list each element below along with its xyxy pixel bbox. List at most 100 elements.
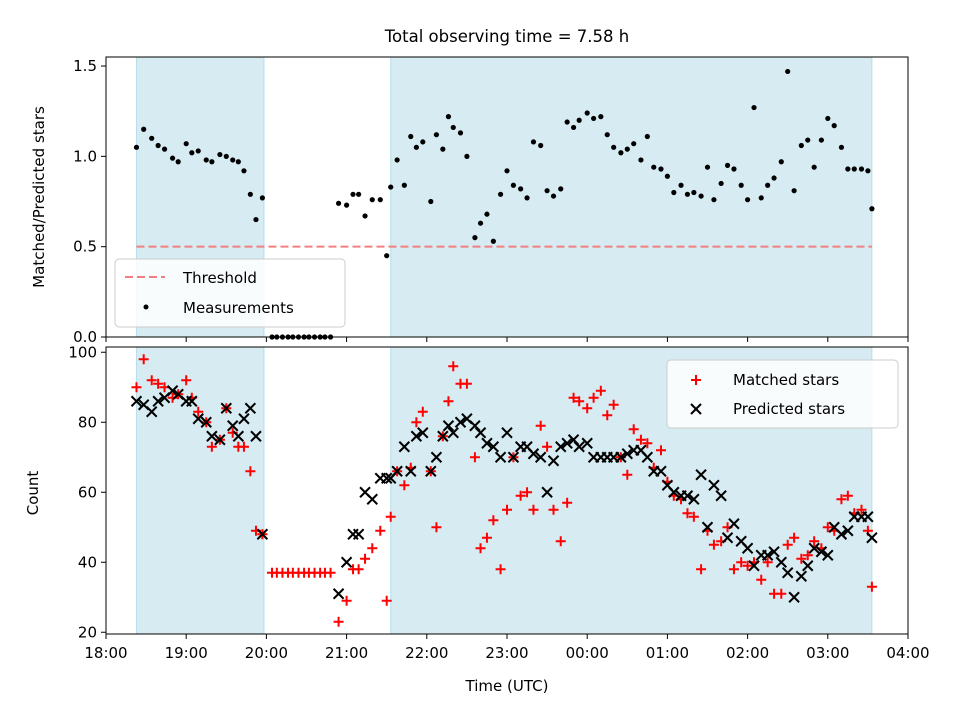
measurement-point (845, 166, 851, 172)
measurement-point (413, 144, 419, 150)
measurement-point (369, 197, 375, 203)
matched-star-point (602, 410, 613, 421)
measurement-point (811, 164, 817, 170)
matched-star-point (588, 392, 599, 403)
top-y-tick-label: 0.0 (73, 328, 97, 346)
measurement-point (771, 175, 777, 181)
measurement-point (604, 132, 610, 138)
x-tick-label: 18:00 (84, 644, 127, 662)
measurement-point (133, 144, 140, 150)
predicted-star-point (507, 451, 520, 463)
bottom-panel: 20 40 60 80 100 18:00 19:00 20:00 21:00 22:00 23:… (24, 343, 930, 695)
measurement-point (401, 182, 407, 188)
matched-star-point (628, 424, 639, 435)
predicted-star-point (561, 437, 573, 449)
matched-star-point (385, 511, 396, 522)
x-tick-label: 19:00 (165, 644, 208, 662)
predicted-star-point (130, 395, 143, 407)
measurement-point (611, 144, 617, 150)
matched-star-point (448, 361, 459, 372)
matched-star-point (582, 403, 593, 414)
measurement-point (161, 146, 168, 152)
measurement-point (356, 191, 362, 197)
measurement-point (344, 202, 350, 208)
matched-star-point (796, 553, 807, 564)
matched-star-point (595, 385, 606, 396)
measurement-point (858, 166, 865, 172)
matched-star-point (836, 494, 847, 505)
measurement-point (457, 130, 464, 136)
matched-star-point (708, 539, 719, 550)
legend-predicted-swatch (690, 403, 702, 415)
measurement-point (576, 117, 582, 123)
matched-stars-series (131, 354, 877, 627)
predicted-star-point (152, 395, 164, 407)
matched-star-point (341, 595, 352, 606)
predicted-star-point (842, 525, 854, 537)
predicted-star-point (728, 518, 740, 530)
top-y-tick-label: 0.5 (73, 238, 97, 256)
predicted-star-point (220, 402, 233, 414)
matched-star-point (696, 564, 707, 575)
bottom-y-tick-label: 20 (78, 623, 97, 641)
measurement-point (869, 206, 875, 212)
predicted-star-point (822, 549, 834, 561)
predicted-star-point (802, 560, 814, 572)
measurement-point (671, 189, 677, 196)
measurement-point (497, 191, 504, 197)
measurement-point (598, 114, 604, 120)
predicted-star-point (708, 479, 720, 491)
matched-star-point (502, 504, 512, 515)
predicted-star-point (447, 427, 459, 439)
measurement-point (203, 157, 209, 163)
measurement-point (865, 168, 871, 174)
measurement-point (450, 124, 456, 131)
legend-matched-label: Matched stars (733, 371, 839, 389)
predicted-star-point (641, 451, 654, 463)
measurement-point (377, 197, 383, 203)
predicted-star-point (581, 437, 593, 449)
matched-star-point (856, 504, 867, 515)
measurement-point (230, 157, 236, 163)
measurement-point (384, 253, 390, 259)
matched-star-point (238, 441, 249, 452)
predicted-star-point (332, 588, 345, 600)
bottom-y-ticks: 20 40 60 80 100 (68, 343, 106, 641)
measurement-point (664, 173, 671, 179)
matched-star-point (431, 522, 442, 533)
measurement-point (618, 150, 624, 156)
matched-star-point (762, 557, 773, 568)
measurement-point (698, 193, 704, 199)
x-tick-label: 03:00 (806, 644, 849, 662)
predicted-star-point (701, 521, 714, 533)
measurement-point (651, 164, 657, 170)
predicted-star-point (366, 493, 378, 505)
measurement-point (169, 155, 176, 161)
matched-star-point (375, 525, 386, 536)
predicted-star-point (391, 465, 403, 477)
predicted-star-point (655, 465, 667, 477)
matched-star-point (411, 417, 422, 428)
measurement-point (259, 195, 265, 201)
predicted-star-point (256, 528, 269, 540)
matched-star-point (153, 378, 164, 389)
measurement-point (195, 148, 201, 154)
measurement-point (624, 146, 630, 152)
predicted-star-point (214, 434, 226, 446)
measurement-point (644, 133, 650, 140)
top-y-tick-label: 1.5 (73, 57, 97, 75)
measurement-point (731, 166, 737, 172)
predicted-star-point (494, 451, 507, 463)
measurement-point (691, 189, 697, 196)
measurement-point (678, 182, 684, 188)
measurement-point (550, 193, 557, 199)
predicted-star-point (615, 451, 627, 463)
top-legend: Threshold Measurements (114, 258, 346, 328)
predicted-star-point (788, 591, 800, 603)
measurement-point (209, 159, 215, 165)
measurement-point (149, 135, 155, 141)
measurement-point (504, 168, 510, 174)
x-tick-label: 02:00 (726, 644, 769, 662)
x-tick-label: 04:00 (886, 644, 929, 662)
matched-star-point (522, 487, 533, 498)
